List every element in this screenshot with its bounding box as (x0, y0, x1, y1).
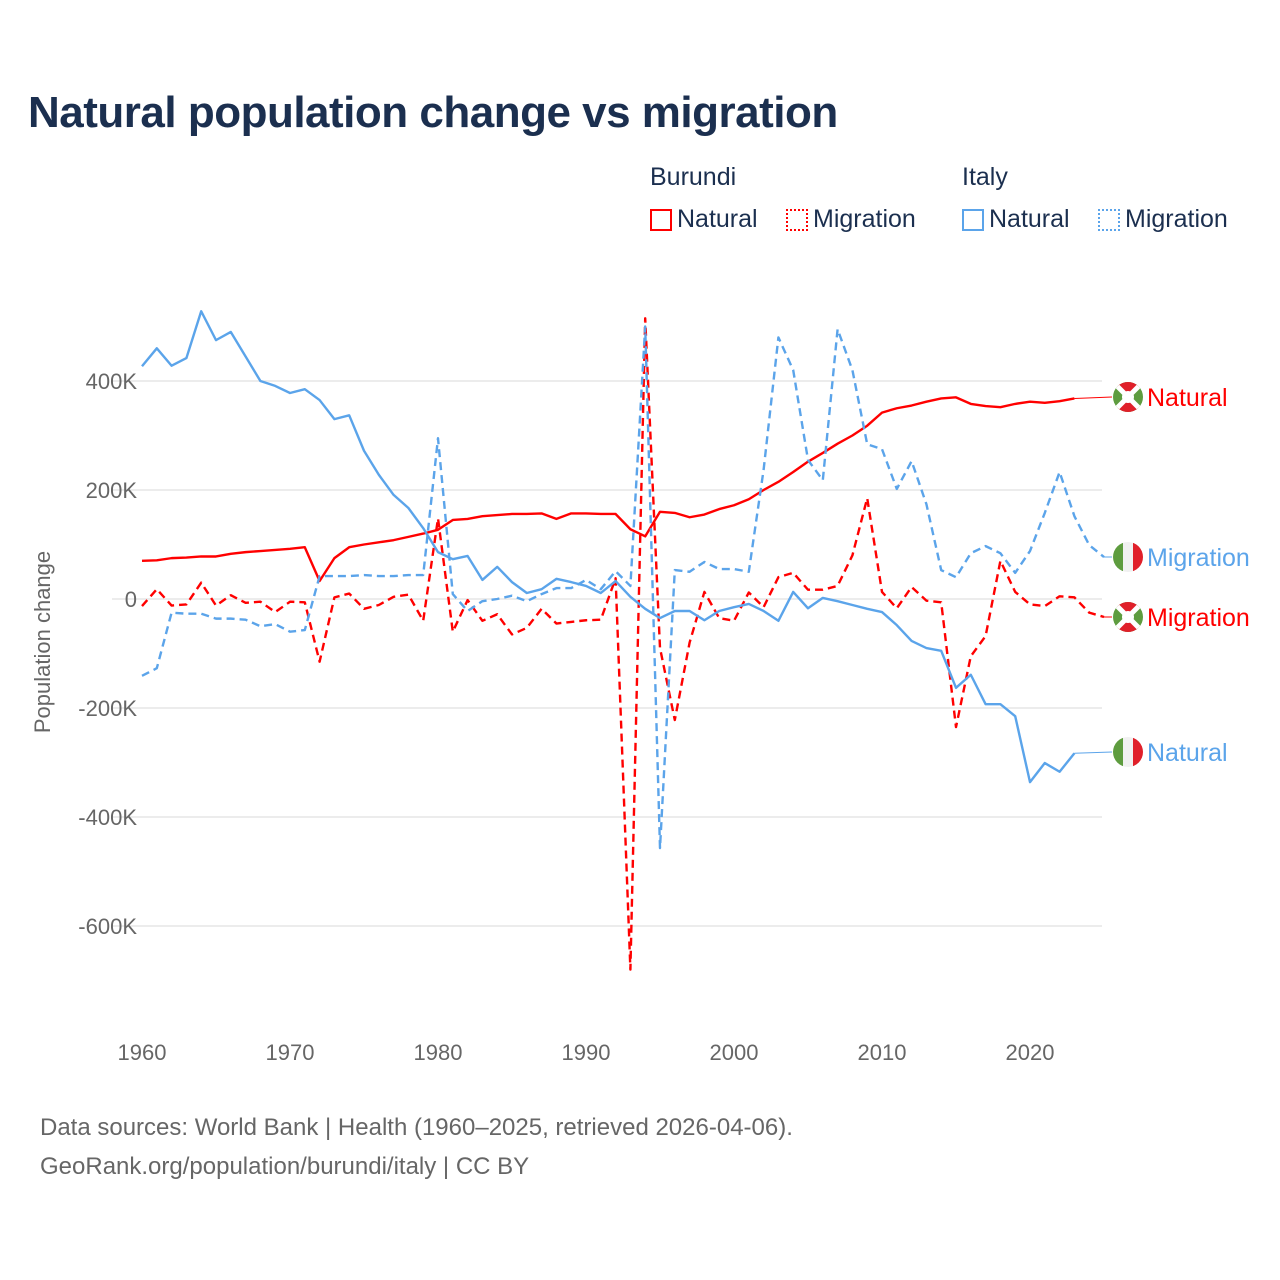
legend-label: Natural (989, 205, 1070, 233)
italy-flag-icon (1113, 542, 1143, 572)
burundi-flag-icon (1113, 602, 1143, 632)
y-axis-label: Population change (30, 551, 55, 733)
burundi-flag-icon (1113, 382, 1143, 412)
series-end-label: Migration (1147, 544, 1250, 572)
series-line-italy-migration[interactable] (141, 325, 1105, 850)
x-tick-label: 2010 (858, 1040, 907, 1065)
legend-label: Natural (677, 205, 758, 233)
footer: Data sources: World Bank | Health (1960–… (40, 1108, 793, 1186)
series-line-burundi-migration[interactable] (141, 317, 1105, 971)
y-tick-label: -200K (78, 696, 137, 721)
data-source-text: Data sources: World Bank | Health (1960–… (40, 1114, 793, 1141)
legend-group-italy: Italy (962, 163, 1008, 191)
legend-label: Migration (1125, 205, 1228, 233)
x-tick-label: 2020 (1006, 1040, 1055, 1065)
legend-swatch-dotted-blue (1098, 208, 1120, 231)
legend-swatch-solid-blue (962, 208, 984, 231)
y-tick-label: -600K (78, 914, 137, 939)
y-tick-label: -400K (78, 805, 137, 830)
legend-swatch-solid-red (650, 208, 672, 231)
legend-burundi-migration[interactable]: Migration (786, 205, 916, 234)
x-tick-label: 2000 (710, 1040, 759, 1065)
series-end-label: Natural (1147, 739, 1228, 767)
chart-title: Natural population change vs migration (28, 88, 838, 137)
label-connector (1074, 751, 1113, 754)
legend-burundi-natural[interactable]: Natural (650, 205, 758, 234)
legend-label: Migration (813, 205, 916, 233)
y-tick-label: 0 (125, 587, 137, 612)
series-end-label: Natural (1147, 384, 1228, 412)
italy-flag-icon (1113, 737, 1143, 767)
label-connector (1074, 396, 1113, 399)
x-tick-label: 1960 (118, 1040, 167, 1065)
legend-group-burundi: Burundi (650, 163, 737, 191)
series-line-burundi-natural[interactable] (141, 396, 1075, 583)
x-tick-label: 1980 (414, 1040, 463, 1065)
x-tick-label: 1970 (266, 1040, 315, 1065)
series-line-italy-natural[interactable] (141, 310, 1076, 784)
legend-swatch-dotted-red (786, 208, 808, 231)
x-tick-label: 1990 (562, 1040, 611, 1065)
legend-italy-migration[interactable]: Migration (1098, 205, 1228, 234)
attribution-link[interactable]: GeoRank.org/population/burundi/italy | C… (40, 1153, 530, 1180)
y-tick-label: 200K (86, 478, 138, 503)
y-tick-label: 400K (86, 369, 138, 394)
series-end-label: Migration (1147, 604, 1250, 632)
legend-italy-natural[interactable]: Natural (962, 205, 1070, 234)
